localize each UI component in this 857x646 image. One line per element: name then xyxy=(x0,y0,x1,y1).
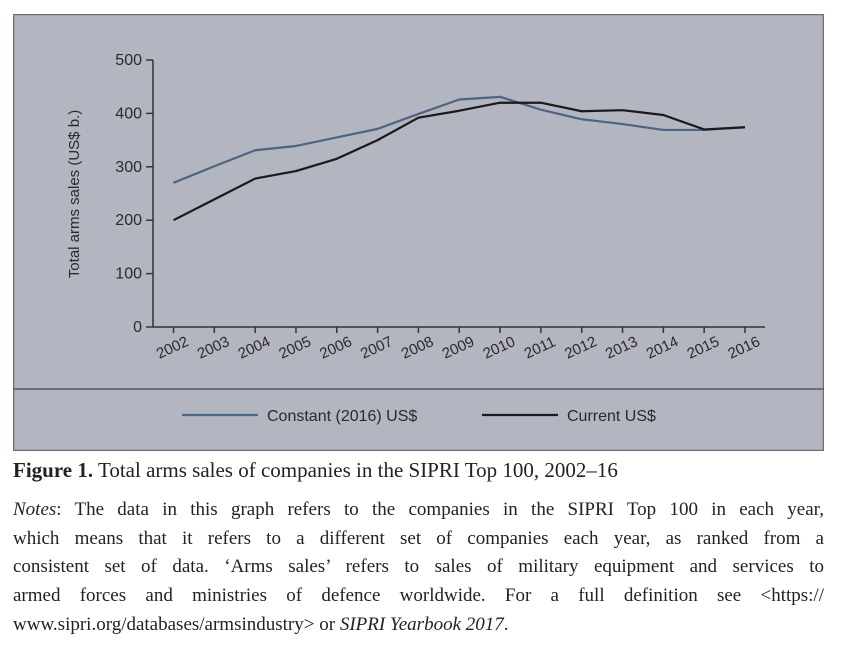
yearbook-title: SIPRI Yearbook 2017 xyxy=(339,613,504,635)
y-tick-label: 0 xyxy=(133,319,142,336)
figure-notes: Notes: The data in this graph refers to … xyxy=(13,496,824,640)
legend-label-constant: Constant (2016) US$ xyxy=(267,408,417,425)
legend: Constant (2016) US$ Current US$ xyxy=(182,408,656,425)
chart: Total arms sales (US$ b.) 0 100 200 300 400 5… xyxy=(13,14,824,451)
notes-line: consistent set of data. ‘Arms sales’ ref… xyxy=(13,556,824,578)
y-tick-label: 200 xyxy=(115,212,142,229)
chart-background xyxy=(13,14,824,451)
series-line-constant xyxy=(173,95,746,184)
notes-text: : The data in this graph refers to the c… xyxy=(56,499,824,520)
notes-label: Notes xyxy=(13,499,57,520)
notes-line: which means that it refers to a differen… xyxy=(13,527,824,549)
notes-text: www.sipri.org/databases/armsindustry> or xyxy=(13,613,340,635)
y-tick-label: 500 xyxy=(115,52,142,69)
notes-line: armed forces and ministries of defence w… xyxy=(13,585,824,607)
y-axis-label: Total arms sales (US$ b.) xyxy=(66,110,83,278)
y-tick-label: 400 xyxy=(115,105,142,122)
figure-caption: Figure 1. Total arms sales of companies … xyxy=(13,458,824,483)
notes-line: Notes: The data in this graph refers to … xyxy=(13,496,824,525)
notes-text: . xyxy=(503,613,509,635)
series-lines xyxy=(173,95,746,222)
y-tick-label: 300 xyxy=(115,159,142,176)
notes-line: www.sipri.org/databases/armsindustry> or… xyxy=(13,611,824,640)
legend-label-current: Current US$ xyxy=(567,408,656,425)
y-tick-label: 100 xyxy=(115,266,142,283)
series-line-current xyxy=(173,101,746,222)
figure-label: Figure 1. xyxy=(13,458,94,482)
figure-title: Total arms sales of companies in the SIP… xyxy=(93,458,618,482)
